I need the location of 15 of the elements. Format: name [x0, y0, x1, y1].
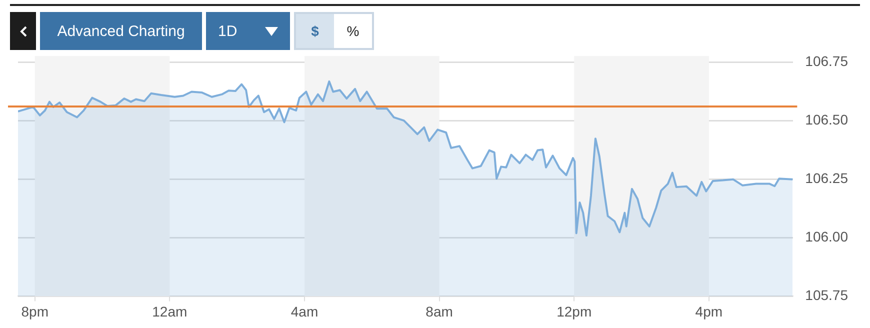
- y-tick-label: 105.75: [805, 287, 848, 304]
- x-tick-label: 8am: [426, 303, 453, 320]
- text: Advanced Charting: [40, 12, 202, 50]
- x-tick-label: 4am: [290, 303, 318, 320]
- text: 1D: [218, 22, 238, 40]
- y-tick-label: 106.25: [805, 170, 848, 186]
- text: %: [334, 14, 372, 48]
- text: $: [296, 14, 334, 48]
- x-tick-label: 12am: [152, 303, 188, 320]
- y-tick-label: 106.50: [805, 111, 848, 128]
- x-tick-label: 8pm: [21, 303, 48, 320]
- x-tick-label: 12pm: [556, 303, 592, 320]
- x-tick-label: 4pm: [695, 303, 723, 320]
- y-tick-label: 106.00: [805, 228, 848, 245]
- y-tick-label: 106.75: [805, 52, 848, 69]
